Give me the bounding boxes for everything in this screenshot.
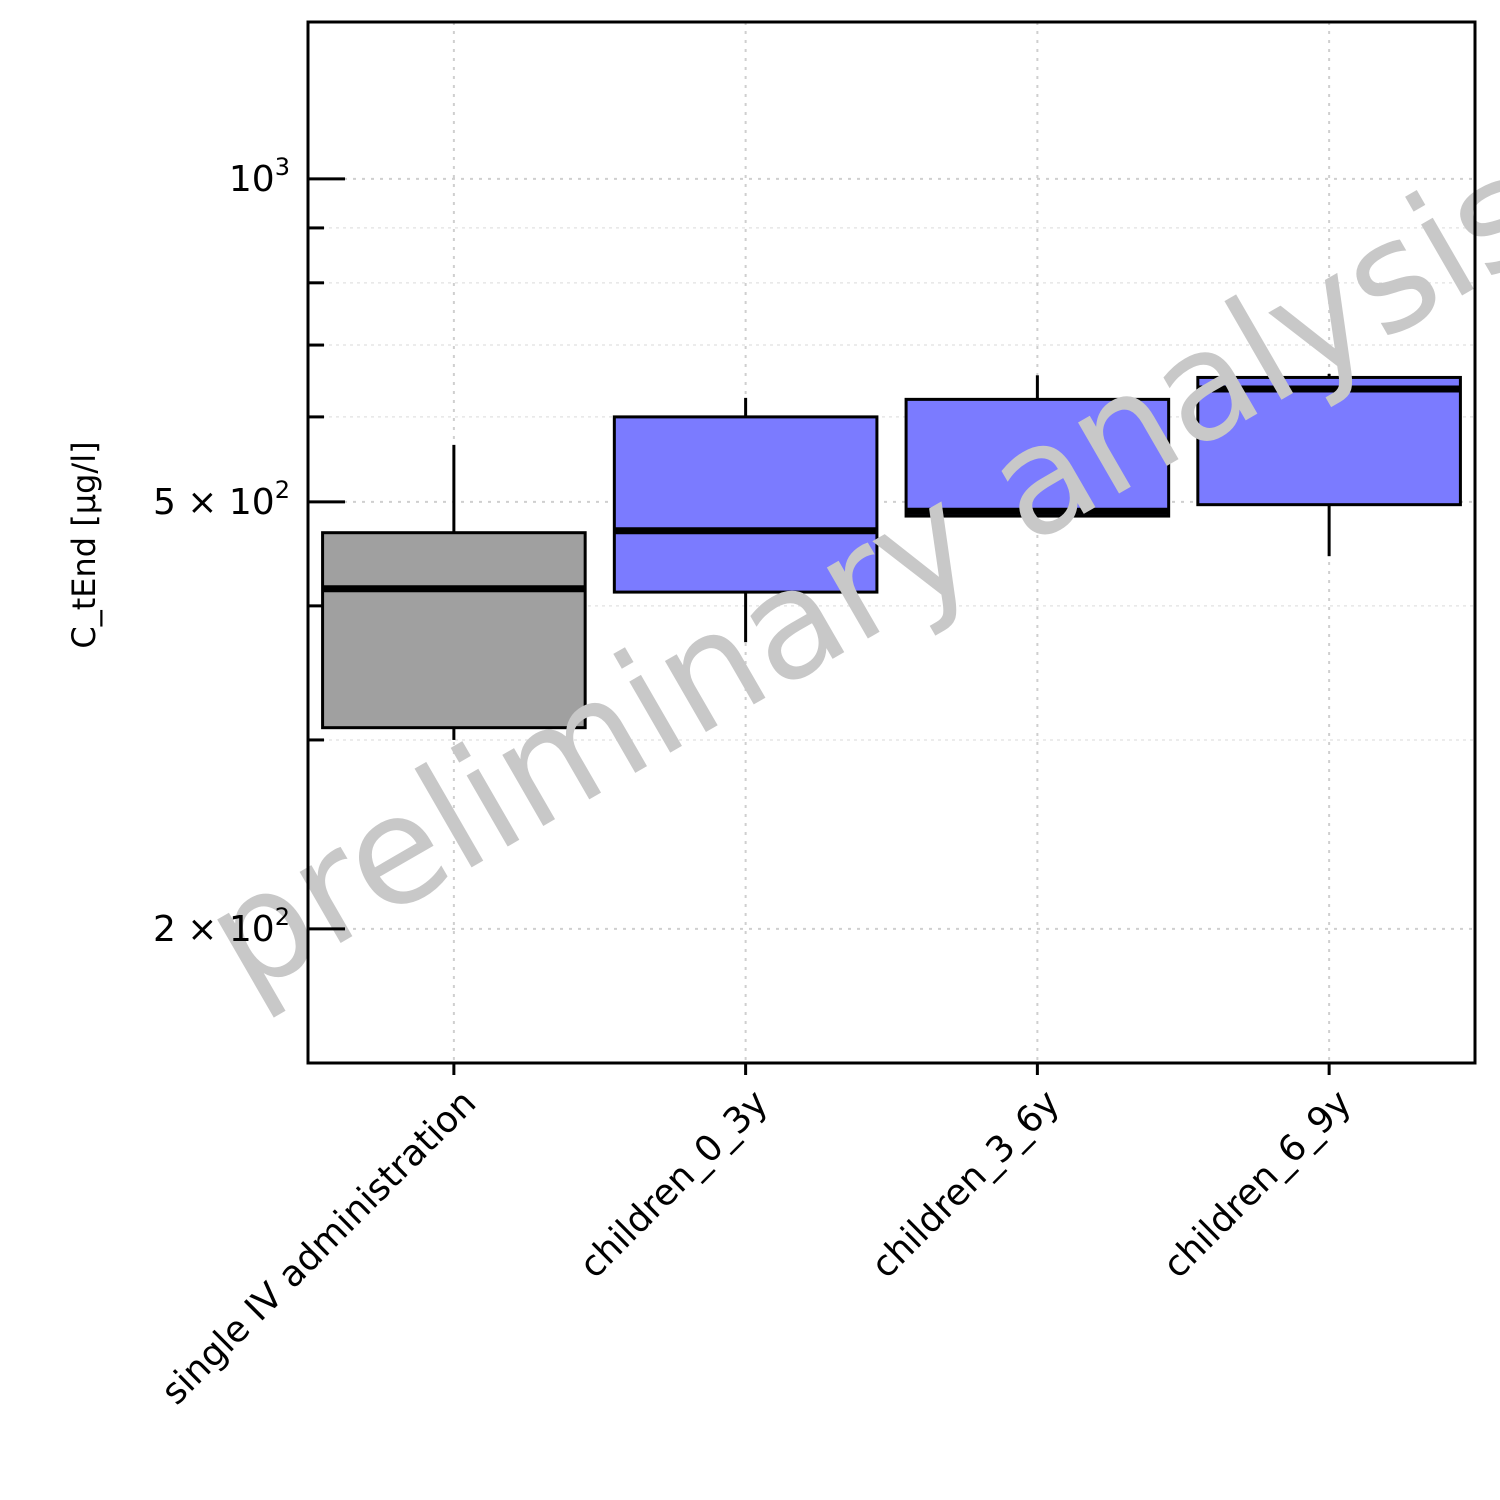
box-children_3_6y bbox=[904, 375, 1171, 518]
y-tick-label: 5 × 102 bbox=[153, 476, 290, 523]
box-body bbox=[612, 415, 879, 594]
y-tick-label: 103 bbox=[229, 153, 290, 200]
y-axis-label: C_tEnd [µg/l] bbox=[65, 441, 103, 648]
y-axis: 103 5 × 102 2 × 102 bbox=[153, 153, 345, 950]
box-children_6_9y bbox=[1196, 373, 1462, 557]
x-tick-label: children_0_3y bbox=[572, 1082, 776, 1286]
box-body bbox=[904, 397, 1171, 518]
box-body bbox=[1196, 375, 1462, 507]
box-children_0_3y bbox=[612, 397, 879, 643]
y-tick-label: 2 × 102 bbox=[153, 903, 290, 950]
box-single IV administration bbox=[321, 444, 587, 740]
plot-frame bbox=[306, 20, 1477, 1065]
x-tick-label: children_3_6y bbox=[864, 1082, 1068, 1286]
box-body bbox=[321, 531, 587, 730]
box-plots bbox=[321, 373, 1462, 740]
x-axis: single IV administration children_0_3y chi… bbox=[154, 1063, 1359, 1413]
x-tick-label: single IV administration bbox=[154, 1082, 484, 1412]
x-tick-label: children_6_9y bbox=[1155, 1082, 1359, 1286]
